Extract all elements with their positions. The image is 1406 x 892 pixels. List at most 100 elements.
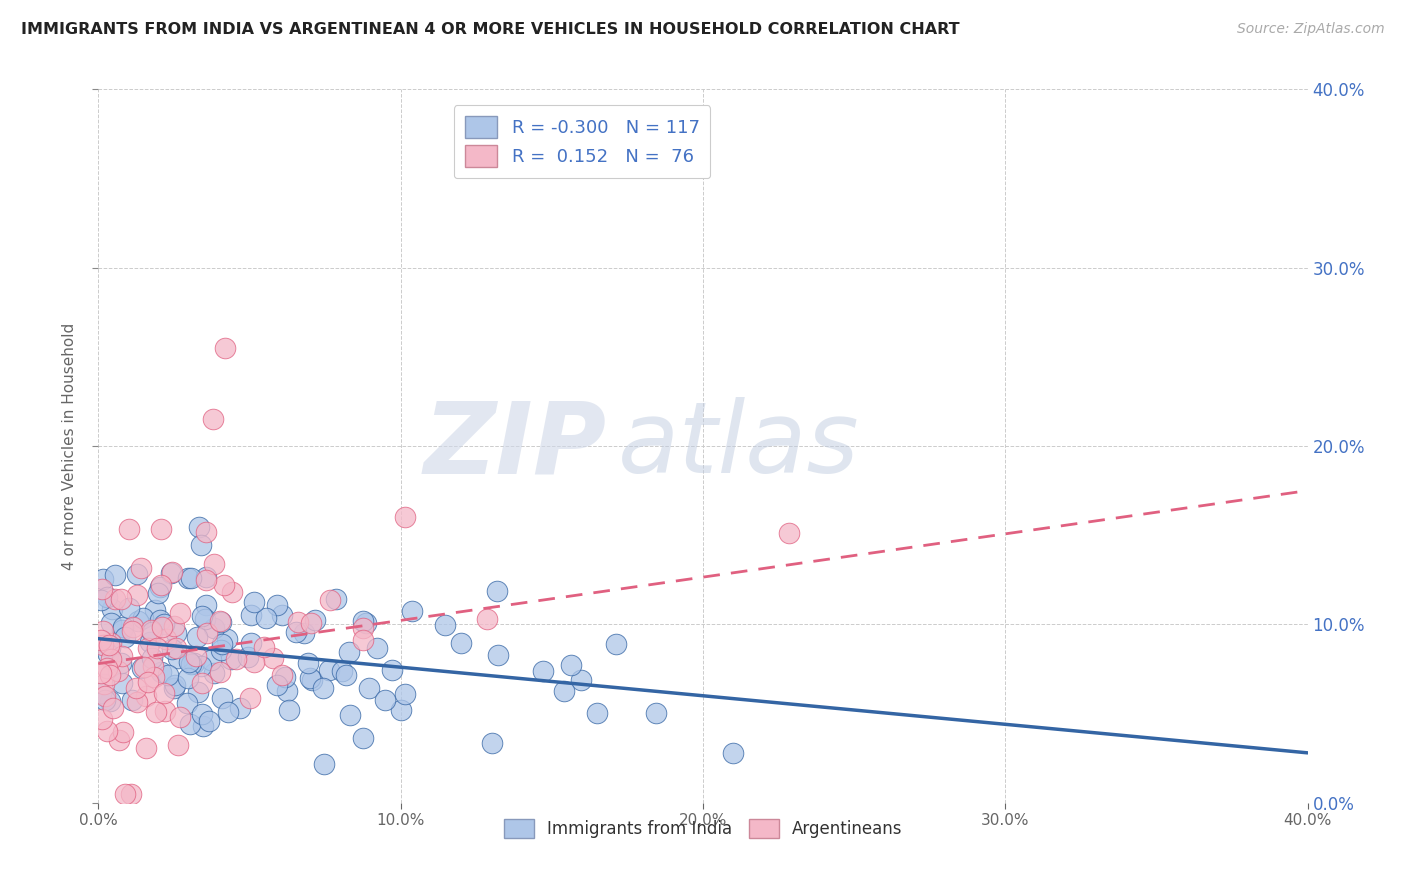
Point xyxy=(155,632,177,646)
Point xyxy=(135,740,157,755)
Point xyxy=(125,567,148,582)
Point xyxy=(262,651,284,665)
Point xyxy=(149,578,172,592)
Point xyxy=(97,647,120,661)
Point xyxy=(211,637,233,651)
Point xyxy=(103,567,125,582)
Point xyxy=(605,637,627,651)
Point xyxy=(163,681,186,695)
Point xyxy=(98,638,121,652)
Point xyxy=(209,665,232,679)
Point xyxy=(276,684,298,698)
Point xyxy=(214,578,236,592)
Point xyxy=(103,591,125,606)
Point xyxy=(319,592,342,607)
Point xyxy=(90,592,112,607)
Point xyxy=(352,731,374,745)
Point xyxy=(191,608,214,623)
Point xyxy=(359,681,381,695)
Point xyxy=(100,668,122,682)
Point xyxy=(100,602,122,616)
Point xyxy=(533,664,555,678)
Point xyxy=(142,671,165,685)
Point xyxy=(394,687,416,701)
Point xyxy=(103,701,125,715)
Point xyxy=(120,787,142,801)
Point xyxy=(111,676,134,690)
Point xyxy=(299,616,322,631)
Point xyxy=(194,574,217,588)
Point xyxy=(266,598,288,612)
Point xyxy=(91,638,114,652)
Point xyxy=(150,620,173,634)
Point xyxy=(127,614,149,628)
Point xyxy=(298,671,321,685)
Point xyxy=(131,661,153,675)
Point xyxy=(136,675,159,690)
Point xyxy=(195,598,218,612)
Point xyxy=(202,665,225,680)
Point xyxy=(176,571,198,585)
Point xyxy=(165,640,187,655)
Point xyxy=(90,632,112,647)
Point xyxy=(93,689,115,703)
Point xyxy=(352,621,374,635)
Point xyxy=(274,670,297,684)
Y-axis label: 4 or more Vehicles in Household: 4 or more Vehicles in Household xyxy=(62,322,77,570)
Point xyxy=(145,705,167,719)
Point xyxy=(187,520,209,534)
Point xyxy=(91,572,114,586)
Point xyxy=(211,643,233,657)
Point xyxy=(271,668,294,682)
Point xyxy=(93,676,115,690)
Legend: Immigrants from India, Argentineans: Immigrants from India, Argentineans xyxy=(496,812,910,845)
Point xyxy=(152,686,174,700)
Point xyxy=(239,690,262,705)
Point xyxy=(366,640,388,655)
Point xyxy=(100,636,122,650)
Point xyxy=(180,657,202,672)
Point xyxy=(219,652,242,666)
Point xyxy=(100,615,122,630)
Point xyxy=(209,615,232,629)
Point xyxy=(176,697,198,711)
Point xyxy=(121,624,143,639)
Point xyxy=(221,584,243,599)
Point xyxy=(190,659,212,673)
Point xyxy=(243,655,266,669)
Point xyxy=(194,612,217,626)
Point xyxy=(90,686,112,700)
Point xyxy=(149,580,172,594)
Point xyxy=(167,738,190,752)
Point xyxy=(121,692,143,706)
Point xyxy=(352,614,374,628)
Point xyxy=(108,733,131,747)
Point xyxy=(157,668,180,682)
Point xyxy=(225,652,247,666)
Point xyxy=(356,615,378,630)
Point xyxy=(200,653,222,667)
Point xyxy=(352,632,374,647)
Point xyxy=(481,736,503,750)
Point xyxy=(190,538,212,552)
Point xyxy=(240,607,263,622)
Point xyxy=(312,681,335,695)
Point xyxy=(141,651,163,665)
Text: atlas: atlas xyxy=(619,398,860,494)
Point xyxy=(117,600,139,615)
Point xyxy=(644,706,666,720)
Point xyxy=(121,620,143,634)
Point xyxy=(214,341,236,355)
Point xyxy=(187,685,209,699)
Point xyxy=(394,509,416,524)
Point xyxy=(90,665,112,680)
Point xyxy=(107,664,129,678)
Point xyxy=(165,678,187,692)
Point xyxy=(143,603,166,617)
Point xyxy=(195,626,218,640)
Point xyxy=(239,636,262,650)
Text: ZIP: ZIP xyxy=(423,398,606,494)
Point xyxy=(198,714,221,728)
Point xyxy=(312,757,335,772)
Point xyxy=(98,694,121,708)
